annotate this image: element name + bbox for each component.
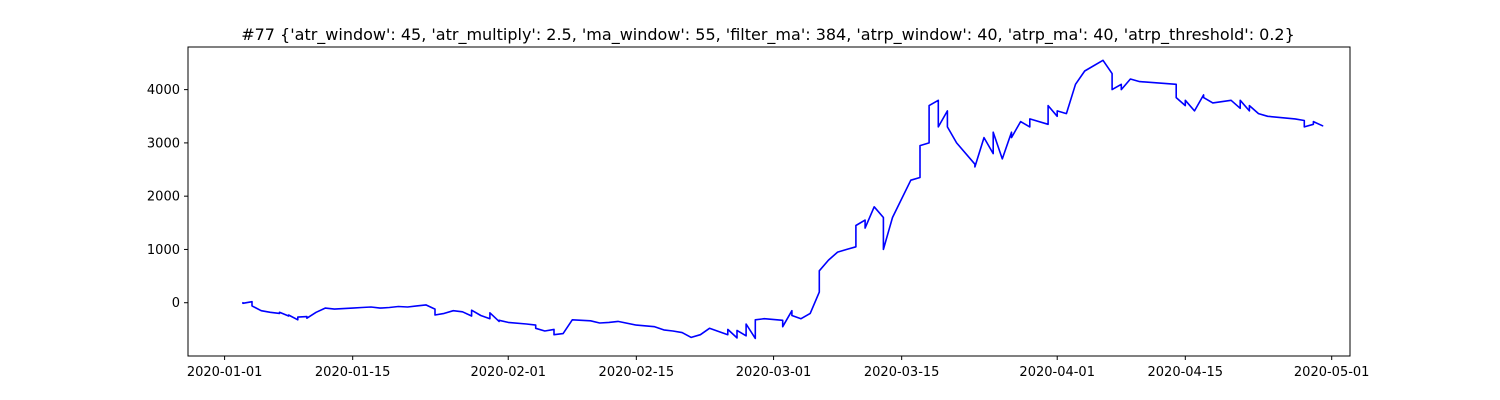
x-tick-label: 2020-01-01: [187, 365, 263, 380]
y-tick-label: 4000: [147, 83, 180, 98]
axes-layer: 2020-01-01 2020-01-15 2020-02-01 2020-02-15…: [147, 46, 1370, 380]
y-tick-label: 0: [172, 296, 180, 311]
x-tick-label: 2020-04-15: [1148, 365, 1224, 380]
series-line: [242, 59, 1324, 340]
x-tick-label: 2020-03-01: [736, 365, 812, 380]
plot-frame: [187, 46, 1351, 357]
x-tick-label: 2020-02-15: [599, 365, 675, 380]
x-tick-label: 2020-05-01: [1294, 365, 1370, 380]
chart-title: #77 {'atr_window': 45, 'atr_multiply': 2…: [241, 25, 1295, 45]
x-tick-label: 2020-01-15: [315, 365, 391, 380]
x-tick-label: 2020-04-01: [1019, 365, 1095, 380]
x-tick-label: 2020-02-01: [470, 365, 546, 380]
x-tick-label: 2020-03-15: [864, 365, 940, 380]
y-tick-label: 1000: [147, 243, 180, 258]
series-layer: [242, 59, 1324, 340]
y-tick-label: 3000: [147, 136, 180, 151]
y-tick-label: 2000: [147, 190, 180, 205]
